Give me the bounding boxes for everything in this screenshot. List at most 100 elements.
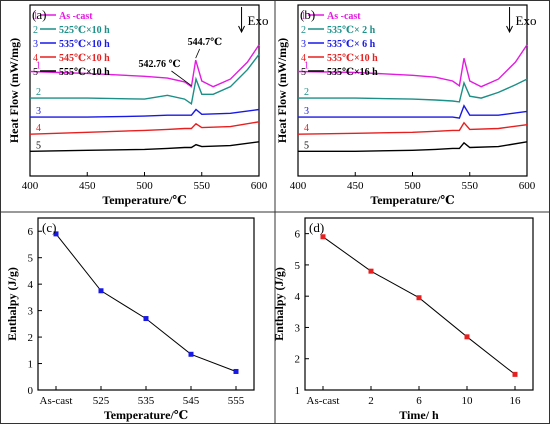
panel-d-x-axis-label: Time/ h [399,408,439,422]
panel-a-curve-label-5: 5 [36,140,41,151]
panel-a-exo-arrow-head-icon [238,25,245,34]
panel-a-legend-text-4: 545℃×10 h [59,53,110,64]
panel-a-peak-pointer-2 [171,70,192,87]
panel-b-x-axis-label: Temperature/℃ [370,193,454,207]
panel-b-series-line-2 [298,78,528,103]
panel-d-x-tick-label: As-cast [307,395,340,407]
panel-c-y-tick-label: 2 [28,332,34,344]
panel-c-x-axis-label: Temperature/℃ [104,408,188,422]
panel-d-y-tick-label: 3 [295,322,301,334]
panel-b-curve-label-1: 1 [304,61,309,72]
panel-c-data-point [53,231,59,237]
panel-a-exo-label: Exo [248,13,269,28]
panel-a-x-axis-label: Temperature/℃ [102,193,186,207]
panel-a-x-tick-label: 400 [22,180,39,192]
panel-c-y-axis-label: Enthalpy (J/g) [5,267,19,341]
panel-c-y-tick-label: 5 [28,253,34,265]
panel-a-series-line-1 [29,44,260,88]
panel-b-legend-number-1: 1 [301,11,306,22]
panel-b-series-line-1 [297,44,528,88]
panel-a-series-line-4 [29,121,260,135]
panel-b-series-line-5 [298,141,528,153]
panel-c-x-tick-label: 545 [183,395,200,407]
panel-d-x-tick-label: 6 [416,395,422,407]
panel-d-y-tick-label: 6 [295,229,301,241]
panel-a-series-line-2 [30,53,260,105]
panel-b-series-line-4 [297,121,528,135]
panel-b-legend-text-4: 535℃×10 h [327,53,378,64]
panel-c-data-point [143,316,149,322]
panel-a-x-tick-label: 500 [136,180,153,192]
panel-b-curve-label-4: 4 [304,123,309,134]
panel-c-x-tick-label: As-cast [40,395,73,407]
panel-c-y-tick-label: 1 [28,359,34,371]
panel-b-legend-number-4: 4 [301,53,306,64]
panel-c-y-tick-label: 3 [28,306,34,318]
panel-c-y-tick-label: 0 [28,385,34,397]
panel-a-legend-number-1: 1 [33,11,38,22]
panel-c-y-tick-label: 4 [28,279,34,291]
panel-a-panel-label: (a) [32,7,46,22]
panel-d-x-tick-label: 10 [462,395,474,407]
panel-d-y-tick-label: 1 [295,385,301,397]
panel-b-legend-number-3: 3 [301,39,306,50]
panel-c: 0 1 2 3 4 5 6 As-cast 525 535 545 555 Temperature/℃ E… [5,217,255,422]
panel-b-panel-label: (b) [300,7,315,22]
panel-b-legend-number-5: 5 [301,67,306,78]
panel-d-y-tick-label: 5 [295,260,301,272]
panel-a-peak-pointer-1 [195,48,201,59]
panel-b-curve-label-2: 2 [304,87,309,98]
panel-d: 1 2 3 4 5 6 As-cast 2 6 10 16 Time/ h Enthalpy (J/g)… [272,217,534,422]
panel-a-legend-number-2: 2 [33,25,38,36]
panel-c-x-tick-label: 535 [138,395,155,407]
panel-b-x-tick-label: 550 [462,180,479,192]
panel-d-x-tick-label: 16 [510,395,522,407]
panel-c-x-tick-label: 555 [228,395,245,407]
panel-b-exo-label: Exo [516,13,537,28]
panel-a-legend-text-2: 525℃×10 h [59,25,110,36]
panel-b-x-tick-label: 400 [290,180,307,192]
panel-a-y-axis-label: Heat Flow (mW/mg) [7,38,21,143]
panel-d-data-point [512,371,518,377]
panel-a-curve-label-4: 4 [36,123,41,134]
panel-a: 400 450 500 550 600 Temperature/℃ Heat Flow (m… [7,4,269,207]
panel-a-legend-text-3: 535℃×10 h [59,39,110,50]
panel-a-x-tick-label: 450 [79,180,96,192]
panel-d-y-tick-label: 2 [295,354,301,366]
panel-d-data-point [320,234,326,240]
panel-a-peak-annotation-2: 542.76 ℃ [138,59,180,70]
panel-c-data-point [188,351,194,357]
panel-b-legend-text-5: 535℃×16 h [327,67,378,78]
panel-a-legend-text-5: 555℃×10 h [59,67,110,78]
panel-a-legend-number-3: 3 [33,39,38,50]
panel-a-x-tick-label: 550 [194,180,211,192]
panel-c-panel-label: (c) [42,220,56,235]
panel-a-legend-text-1: As -cast [59,11,93,22]
panel-b-legend-number-2: 2 [301,25,306,36]
panel-b-x-tick-label: 500 [404,180,421,192]
panel-b: 400 450 500 550 600 Temperature/℃ Heat Flow (m… [275,4,537,207]
panel-b-x-tick-label: 600 [519,180,536,192]
panel-b-series-line-3 [298,104,528,119]
panel-b-exo-arrow-head-icon [506,25,513,34]
panel-d-x-tick-label: 2 [368,395,374,407]
panel-a-series-line-3 [30,108,260,118]
panel-a-curve-label-1: 1 [36,61,41,72]
panel-c-data-point [233,368,239,374]
panel-d-y-axis-label: Enthalpy (J/g) [272,267,286,341]
panel-a-curve-label-2: 2 [36,87,41,98]
panel-b-y-axis-label: Heat Flow (mW/mg) [275,38,289,143]
panel-a-legend-number-4: 4 [33,53,38,64]
panel-d-panel-label: (d) [309,220,324,235]
panel-b-legend-text-1: As -cast [327,11,361,22]
panel-a-x-tick-label: 600 [251,180,268,192]
panel-c-x-tick-label: 525 [93,395,110,407]
panel-b-curve-label-3: 3 [304,106,309,117]
panel-c-data-point [98,288,104,294]
panel-b-x-tick-label: 450 [347,180,364,192]
panel-c-y-tick-label: 6 [28,226,34,238]
panel-d-y-tick-label: 4 [295,291,301,303]
panel-a-legend-number-5: 5 [33,67,38,78]
panel-b-legend-text-2: 535℃× 2 h [327,25,376,36]
